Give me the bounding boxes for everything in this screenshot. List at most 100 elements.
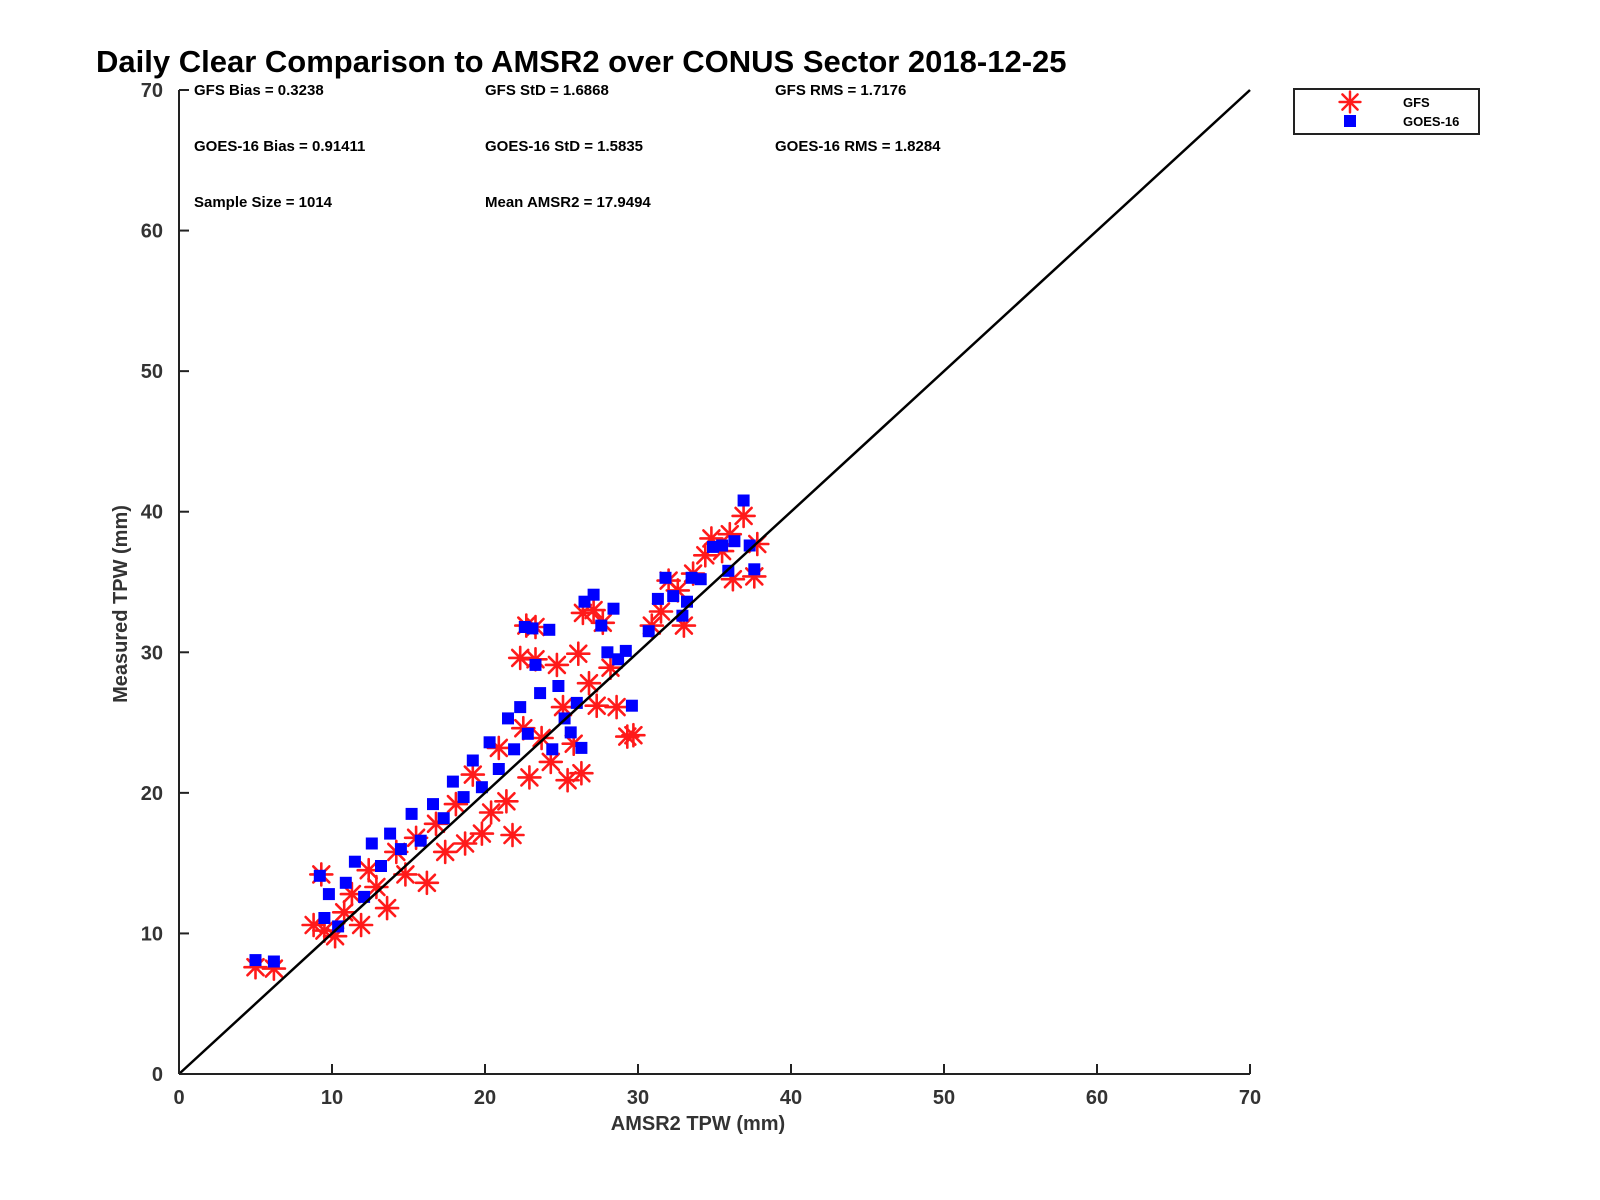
gfs-point (621, 722, 646, 748)
stat-goes16-rms: GOES-16 RMS = 1.8284 (775, 138, 941, 155)
goes16-point (466, 754, 479, 767)
legend-goes16-label: GOES-16 (1403, 114, 1459, 129)
legend-gfs-label: GFS (1403, 95, 1430, 110)
goes16-point (707, 540, 719, 553)
x-tick-label: 70 (1239, 1087, 1261, 1109)
goes16-point (267, 955, 280, 968)
goes16-point (543, 623, 556, 636)
goes16-point (642, 625, 655, 638)
goes16-point (737, 494, 750, 507)
goes16-point (534, 687, 547, 700)
plot-area (178, 89, 1251, 1075)
goes16-point (587, 588, 600, 601)
x-axis-label: AMSR2 TPW (mm) (611, 1113, 785, 1135)
goes16-point (575, 741, 588, 754)
stat-gfs-std: GFS StD = 1.6868 (485, 82, 609, 99)
goes16-point (564, 726, 577, 739)
gfs-point (432, 839, 458, 865)
goes16-point (526, 622, 539, 635)
goes16-point (318, 912, 331, 924)
goes16-point (437, 812, 450, 825)
goes16-point (694, 573, 707, 586)
gfs-point (414, 870, 440, 896)
goes16-point (394, 843, 407, 856)
goes16-point (446, 775, 459, 788)
x-tick-label: 20 (474, 1087, 496, 1109)
gfs-point (565, 641, 591, 667)
goes16-point (414, 834, 427, 847)
goes16-point (405, 807, 418, 820)
goes16-point (685, 571, 698, 584)
goes16-point (514, 701, 527, 714)
gfs-point (348, 912, 374, 938)
goes16-point (384, 827, 397, 840)
gfs-point (374, 895, 400, 921)
y-tick-label: 50 (141, 361, 163, 383)
goes16-point (339, 876, 352, 889)
goes16-point (546, 743, 559, 756)
x-tick-label: 0 (173, 1087, 184, 1109)
x-tick-label: 40 (780, 1087, 802, 1109)
goes16-point (578, 595, 591, 608)
goes16-point (552, 680, 565, 692)
goes16-point (249, 954, 262, 967)
x-tick-label: 10 (321, 1087, 343, 1109)
gfs-point (469, 821, 495, 846)
goes16-point (375, 860, 387, 872)
goes16-point (748, 563, 761, 576)
y-axis-label: Measured TPW (mm) (110, 505, 132, 703)
y-tick-label: 10 (141, 923, 163, 945)
y-tick-label: 0 (152, 1064, 163, 1086)
goes16-point (601, 646, 614, 659)
goes16-point (508, 743, 521, 756)
chart-title: Daily Clear Comparison to AMSR2 over CON… (96, 44, 1067, 79)
goes16-point (313, 869, 326, 882)
gfs-point (478, 800, 504, 825)
goes16-point (659, 571, 672, 584)
goes16-point (502, 712, 514, 725)
stat-goes16-bias: GOES-16 Bias = 0.91411 (194, 138, 365, 155)
stat-gfs-bias: GFS Bias = 0.3238 (194, 82, 324, 99)
goes16-point (365, 837, 378, 850)
goes16-point (625, 699, 638, 712)
gfs-point (500, 822, 525, 848)
series-goes-16 (249, 494, 761, 968)
goes16-point (348, 855, 361, 868)
y-tick-label: 30 (141, 642, 163, 664)
goes16-point (595, 619, 608, 632)
x-tick-label: 30 (627, 1087, 649, 1109)
goes16-point (492, 763, 505, 775)
goes16-point (457, 791, 470, 804)
x-tick-label: 60 (1086, 1087, 1108, 1109)
goes16-point (521, 727, 534, 740)
x-tick-label: 50 (933, 1087, 955, 1109)
legend-gfs-marker (1338, 90, 1362, 114)
y-tick-label: 20 (141, 783, 163, 805)
stat-gfs-rms: GFS RMS = 1.7176 (775, 82, 906, 99)
gfs-point (604, 694, 629, 720)
one-to-one-line (178, 89, 1251, 1075)
stat-mean-amsr2: Mean AMSR2 = 17.9494 (485, 194, 651, 211)
goes16-point (529, 658, 542, 671)
goes16-point (607, 602, 620, 615)
gfs-point (494, 788, 519, 814)
goes16-point (483, 736, 496, 749)
y-tick-label: 60 (141, 221, 163, 243)
goes16-point (667, 590, 680, 603)
y-tick-label: 40 (141, 502, 163, 524)
goes16-point (728, 535, 741, 548)
goes16-point (651, 592, 664, 605)
legend-goes16-marker (1344, 115, 1356, 127)
goes16-point (475, 781, 488, 794)
gfs-point (731, 503, 756, 529)
gfs-point (569, 760, 594, 786)
stat-goes16-std: GOES-16 StD = 1.5835 (485, 138, 643, 155)
axes: 0 10 20 30 40 50 60 70 0 10 20 30 40 50 60 70 (141, 80, 1261, 1109)
goes16-point (322, 888, 335, 901)
gfs-point (544, 652, 570, 678)
stat-sample-size: Sample Size = 1014 (194, 194, 333, 211)
goes16-point (427, 798, 439, 811)
gfs-point (452, 831, 478, 856)
gfs-point (517, 765, 542, 790)
